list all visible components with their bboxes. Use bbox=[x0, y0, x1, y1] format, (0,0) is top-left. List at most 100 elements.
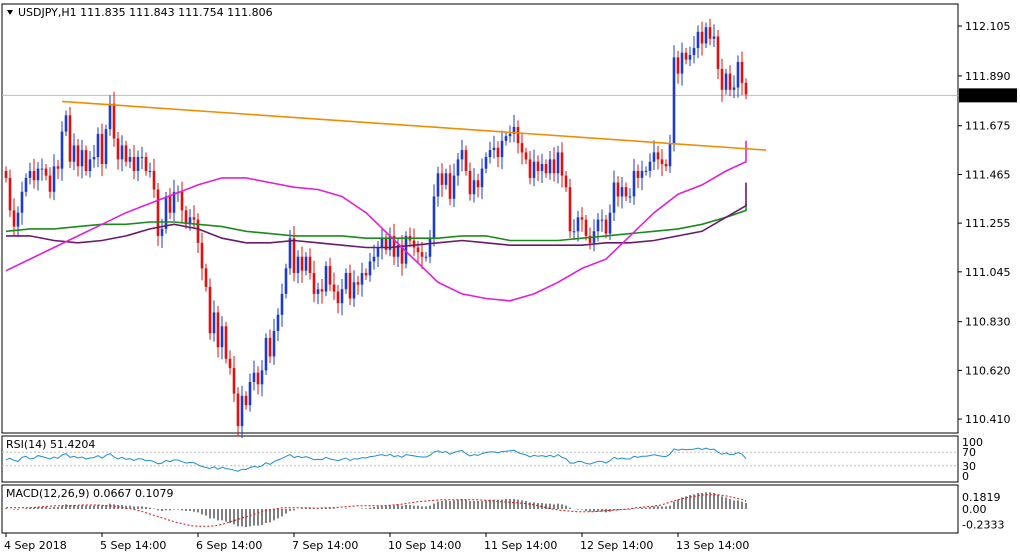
candle-body bbox=[240, 395, 244, 427]
time-tick-label: 7 Sep 14:00 bbox=[292, 539, 358, 552]
candle-body bbox=[552, 159, 556, 174]
candle-body bbox=[412, 240, 416, 248]
price-y-tick-label: 110.410 bbox=[965, 413, 1011, 426]
candle-body bbox=[132, 157, 136, 171]
candle-body bbox=[20, 191, 24, 213]
price-y-tick-label: 111.675 bbox=[965, 120, 1011, 133]
candle-body bbox=[36, 168, 40, 181]
candle-body bbox=[332, 284, 336, 292]
candle-body bbox=[420, 252, 424, 257]
candle-body bbox=[736, 61, 740, 88]
candle-body bbox=[68, 115, 72, 162]
candle-body bbox=[580, 217, 584, 220]
candle-body bbox=[336, 291, 340, 304]
candle-body bbox=[152, 170, 156, 190]
candle-body bbox=[156, 189, 160, 236]
candle-body bbox=[316, 289, 320, 294]
candle-body bbox=[260, 370, 264, 385]
candle-body bbox=[508, 133, 512, 137]
candle-body bbox=[480, 168, 484, 188]
candle-body bbox=[280, 293, 284, 315]
candle-body bbox=[732, 87, 736, 90]
candle-body bbox=[264, 337, 268, 371]
candle-body bbox=[356, 282, 360, 285]
price-y-tick-label: 112.105 bbox=[965, 20, 1011, 33]
candle-body bbox=[740, 61, 744, 83]
candle-body bbox=[468, 170, 472, 195]
candle-body bbox=[216, 312, 220, 348]
candle-body bbox=[136, 157, 140, 171]
candle-body bbox=[320, 289, 324, 292]
candle-body bbox=[204, 268, 208, 287]
candle-body bbox=[572, 231, 576, 233]
candle-body bbox=[228, 358, 232, 369]
price-y-tick-label: 110.620 bbox=[965, 364, 1011, 377]
candle-body bbox=[364, 272, 368, 276]
candle-body bbox=[84, 150, 88, 171]
candle-body bbox=[128, 157, 132, 162]
candle-body bbox=[28, 170, 32, 178]
candle-body bbox=[80, 150, 84, 167]
macd-level-label: 0.00 bbox=[962, 503, 987, 516]
candle-body bbox=[164, 196, 168, 229]
candle-body bbox=[404, 235, 408, 264]
candle-body bbox=[444, 173, 448, 185]
candle-body bbox=[704, 27, 708, 44]
candle-body bbox=[252, 372, 256, 382]
candle-body bbox=[148, 170, 152, 172]
sma-slow-line bbox=[5, 203, 747, 242]
candle-body bbox=[180, 191, 184, 211]
candle-body bbox=[540, 164, 544, 171]
candle-body bbox=[492, 147, 496, 151]
last-price-badge bbox=[959, 88, 1017, 103]
candle-body bbox=[652, 152, 656, 162]
candle-body bbox=[716, 36, 720, 69]
candle-body bbox=[300, 256, 304, 271]
price-y-tick-label: 111.045 bbox=[965, 266, 1011, 279]
candle-body bbox=[276, 314, 280, 331]
candle-body bbox=[8, 177, 12, 211]
price-y-tick-label: 111.465 bbox=[965, 168, 1011, 181]
candle-body bbox=[680, 52, 684, 74]
candle-body bbox=[604, 219, 608, 234]
candle-body bbox=[720, 68, 724, 90]
candle-body bbox=[140, 157, 144, 159]
candle-body bbox=[232, 368, 236, 394]
candle-body bbox=[88, 159, 92, 171]
candle-body bbox=[52, 166, 56, 192]
candle-body bbox=[72, 145, 76, 162]
candle-body bbox=[708, 27, 712, 39]
candle-body bbox=[248, 381, 252, 406]
candle-body bbox=[44, 168, 48, 176]
candle-body bbox=[92, 157, 96, 160]
candle-body bbox=[476, 180, 480, 188]
candle-body bbox=[660, 159, 664, 165]
candle-body bbox=[432, 196, 436, 239]
price-y-tick-label: 111.255 bbox=[965, 217, 1011, 230]
candle-body bbox=[24, 177, 28, 192]
candle-body bbox=[312, 272, 316, 294]
price-header-text: USDJPY,H1 111.835 111.843 111.754 111.80… bbox=[18, 6, 273, 19]
rsi-level-label: 0 bbox=[962, 470, 969, 483]
candle-body bbox=[108, 103, 112, 130]
macd-header-text: MACD(12,26,9) 0.0667 0.1079 bbox=[6, 487, 174, 500]
candle-body bbox=[104, 129, 108, 165]
price-y-tick-label: 110.830 bbox=[965, 316, 1011, 329]
collapse-triangle-icon bbox=[7, 10, 13, 15]
candle-body bbox=[436, 173, 440, 197]
candle-body bbox=[192, 217, 196, 220]
candle-body bbox=[380, 238, 384, 248]
candle-body bbox=[472, 180, 476, 195]
candle-body bbox=[692, 48, 696, 56]
candle-body bbox=[396, 245, 400, 257]
candle-body bbox=[700, 31, 704, 44]
candle-body bbox=[616, 182, 620, 197]
candle-body bbox=[56, 166, 60, 169]
candle-body bbox=[544, 164, 548, 174]
candle-body bbox=[484, 157, 488, 169]
candle-body bbox=[60, 131, 64, 169]
candle-body bbox=[488, 150, 492, 158]
time-tick-label: 4 Sep 2018 bbox=[4, 539, 67, 552]
candle-body bbox=[284, 268, 288, 294]
